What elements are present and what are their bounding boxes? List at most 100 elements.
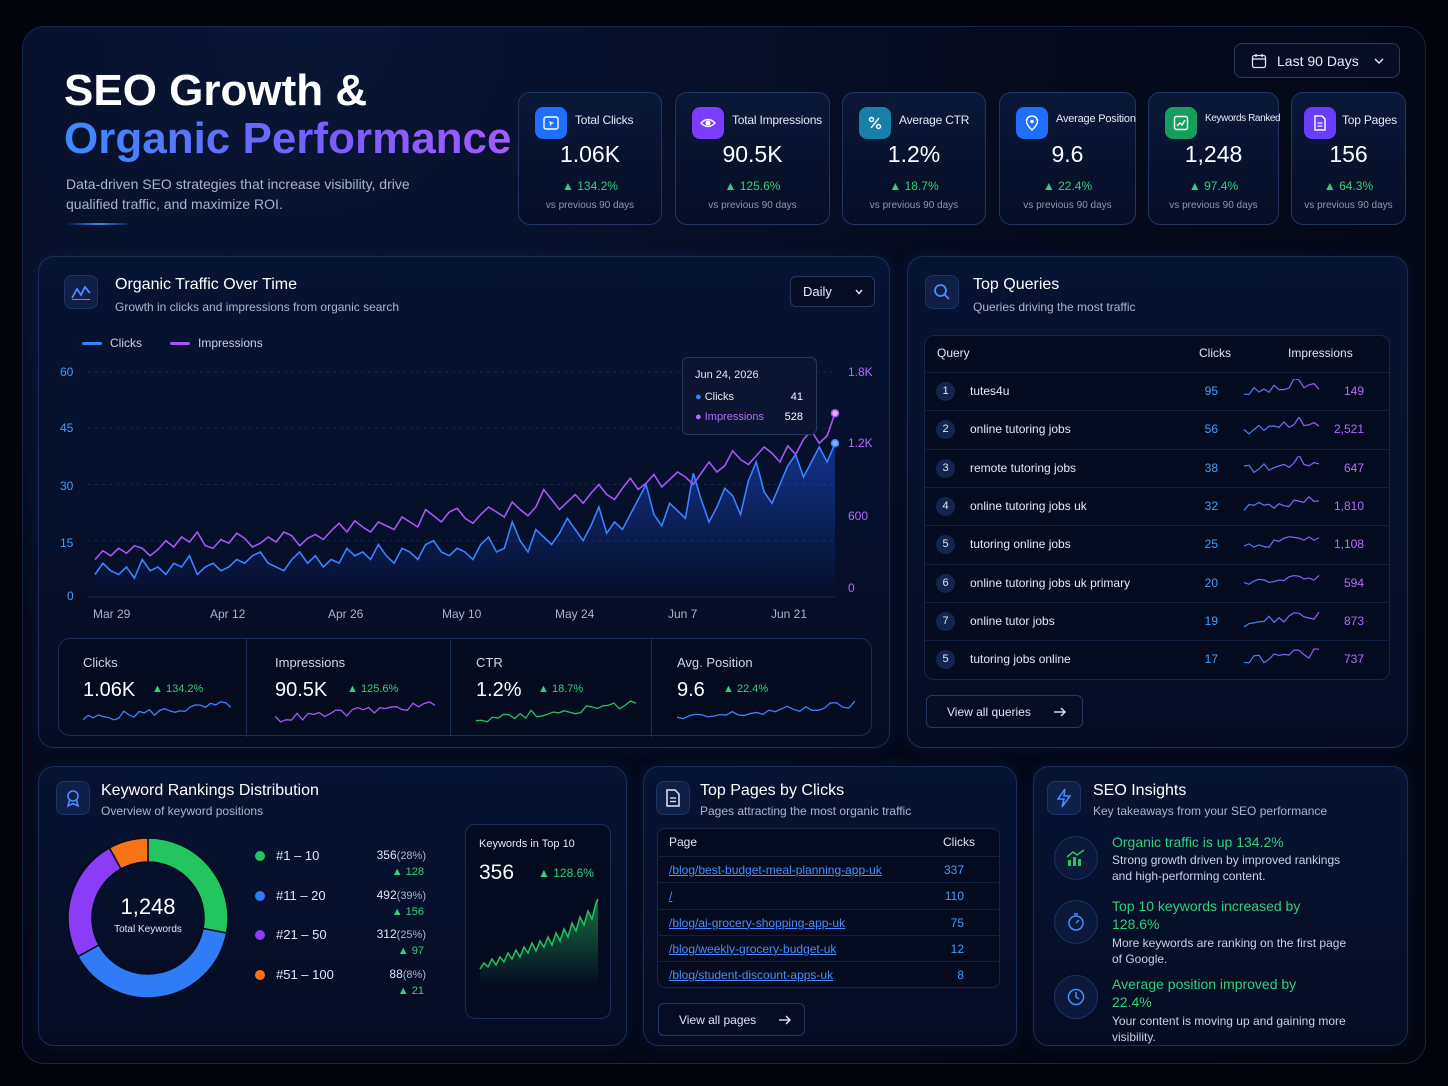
sparkline-path — [1243, 417, 1320, 435]
view-all-pages-button[interactable]: View all pages — [658, 1003, 805, 1036]
traffic-line-chart[interactable] — [0, 0, 900, 640]
query-sparkline — [1243, 379, 1320, 396]
query-impressions: 737 — [1343, 652, 1364, 667]
bucket-value: 356(28%) — [376, 848, 426, 862]
donut-total: 1,248 — [120, 894, 176, 919]
table-row[interactable]: / 110 — [657, 882, 1000, 908]
x-tick: May 24 — [555, 607, 595, 621]
bucket-delta: ▲ 156 — [391, 905, 424, 918]
lightning-icon — [1047, 781, 1081, 815]
kpi-delta: ▲ 97.4% — [1188, 179, 1239, 193]
kpi-value: 1.2% — [887, 141, 941, 167]
stat-name: Avg. Position — [677, 655, 753, 670]
row-number: 4 — [936, 496, 955, 516]
query-clicks: 95 — [1204, 384, 1218, 398]
page-link[interactable]: /blog/weekly-grocery-budget-uk — [669, 941, 837, 956]
sparkline-path — [1243, 455, 1320, 473]
query-text: remote tutoring jobs — [970, 460, 1077, 475]
keyword-donut-chart[interactable] — [66, 836, 230, 1000]
table-row[interactable]: 2 online tutoring jobs 56 2,521 — [924, 410, 1390, 448]
page-link[interactable]: /blog/best-budget-meal-planning-app-uk — [669, 863, 882, 877]
table-row[interactable]: /blog/student-discount-apps-uk 8 — [657, 961, 1000, 987]
view-all-queries-button[interactable]: View all queries — [926, 695, 1083, 728]
table-row[interactable]: 3 remote tutoring jobs 38 647 — [924, 448, 1390, 487]
kpi-card-total-clicks[interactable]: Total Clicks 1.06K ▲ 134.2% vs previous … — [518, 92, 662, 225]
kpi-delta: ▲ 22.4% — [1042, 179, 1093, 193]
kpi-card-keywords-ranked[interactable]: Keywords Ranked 1,248 ▲ 97.4% vs previou… — [1148, 92, 1281, 225]
page-link[interactable]: /blog/ai-grocery-shopping-app-uk — [669, 915, 846, 930]
stat-impressions: Impressions 90.5K ▲ 125.6% — [251, 639, 451, 737]
table-row[interactable]: /blog/ai-grocery-shopping-app-uk 75 — [657, 908, 1000, 935]
sparkline-path — [1243, 574, 1320, 585]
y-left-tick: 30 — [60, 479, 74, 493]
arrow-right-icon — [1053, 707, 1066, 716]
percent-icon — [859, 107, 891, 139]
insight-title: Top 10 keywords increased by 128.6% — [1112, 898, 1301, 932]
stat-delta: ▲ 125.6% — [347, 683, 399, 695]
query-clicks: 17 — [1204, 652, 1218, 667]
query-sparkline — [1243, 574, 1320, 585]
col-header-impressions: Impressions — [1288, 346, 1353, 360]
query-text: tutoring jobs online — [970, 652, 1071, 667]
arrow-right-icon — [779, 1015, 792, 1024]
legend-clicks[interactable]: Clicks — [82, 336, 142, 350]
insight-title: Organic traffic is up 134.2% — [1112, 834, 1284, 850]
kpi-card-top-pages[interactable]: Top Pages 156 ▲ 64.3% vs previous 90 day… — [1291, 92, 1406, 225]
legend-dot — [255, 851, 265, 861]
table-row[interactable]: 1 tutes4u 95 149 — [924, 372, 1390, 410]
table-row[interactable]: 6 online tutoring jobs uk primary 20 594 — [924, 563, 1390, 602]
insights-title: SEO Insights — [1093, 782, 1187, 799]
clicks-line[interactable] — [94, 442, 836, 580]
impressions-point[interactable] — [830, 409, 840, 418]
tooltip-clicks-value: 41 — [790, 391, 803, 403]
x-tick: May 10 — [442, 607, 482, 621]
page-subtitle: Data-driven SEO strategies that increase… — [66, 176, 410, 212]
table-row[interactable]: 5 tutoring online jobs 25 1,108 — [924, 525, 1390, 563]
y-left-tick: 60 — [60, 365, 74, 379]
ctr-sparkline — [476, 700, 636, 723]
query-clicks: 32 — [1204, 498, 1218, 513]
date-range-dropdown[interactable]: Last 90 Days — [1234, 43, 1400, 78]
query-clicks: 25 — [1204, 537, 1218, 552]
kpi-card-average-ctr[interactable]: Average CTR 1.2% ▲ 18.7% vs previous 90 … — [842, 92, 986, 225]
legend-impressions[interactable]: Impressions — [170, 336, 263, 350]
donut-slice[interactable] — [108, 837, 149, 870]
sparkline-path — [677, 700, 855, 720]
view-all-queries-label: View all queries — [947, 704, 1031, 719]
table-row[interactable]: /blog/weekly-grocery-budget-uk 12 — [657, 934, 1000, 961]
kpi-card-total-impressions[interactable]: Total Impressions 90.5K ▲ 125.6% vs prev… — [675, 92, 830, 225]
badge-icon — [56, 781, 90, 815]
query-text: online tutoring jobs — [970, 422, 1071, 437]
page-link[interactable]: / — [669, 889, 673, 904]
clicks-point[interactable] — [830, 439, 840, 448]
sparkline-path — [1243, 536, 1320, 549]
page-clicks: 75 — [950, 915, 964, 930]
impressions-line[interactable] — [94, 412, 836, 561]
kpi-value: 1,248 — [1184, 141, 1243, 167]
bucket-label: #21 – 50 — [276, 927, 327, 942]
donut-slice[interactable] — [76, 927, 228, 999]
query-sparkline — [1243, 495, 1320, 511]
table-row[interactable]: 5 tutoring jobs online 17 737 — [924, 640, 1390, 678]
table-row[interactable]: 7 online tutor jobs 19 873 — [924, 601, 1390, 640]
col-header-page: Page — [669, 835, 698, 849]
query-impressions: 647 — [1343, 460, 1364, 475]
stat-value: 1.06K — [83, 679, 136, 701]
table-row[interactable]: /blog/best-budget-meal-planning-app-uk 33… — [657, 856, 1000, 882]
page-link[interactable]: /blog/student-discount-apps-uk — [669, 968, 834, 983]
search-icon — [925, 275, 959, 309]
clock-icon — [1054, 975, 1098, 1019]
kpi-card-average-position[interactable]: Average Position 9.6 ▲ 22.4% vs previous… — [999, 92, 1136, 225]
query-impressions: 873 — [1343, 613, 1364, 628]
traffic-stats-strip: Clicks 1.06K ▲ 134.2% Impressions 90.5K … — [58, 638, 872, 737]
insight-desc: Your content is moving up and gaining mo… — [1112, 1014, 1346, 1044]
bucket-delta: ▲ 21 — [397, 984, 424, 997]
stat-delta: ▲ 22.4% — [723, 683, 769, 695]
ranking-icon — [1165, 107, 1197, 139]
chevron-down-icon — [855, 289, 863, 295]
granularity-dropdown[interactable]: Daily — [790, 276, 875, 307]
stat-value: 9.6 — [677, 679, 705, 701]
table-row[interactable]: 4 online tutoring jobs uk 32 1,810 — [924, 486, 1390, 525]
sparkline-path — [1243, 611, 1320, 628]
clicks-sparkline — [83, 701, 231, 721]
